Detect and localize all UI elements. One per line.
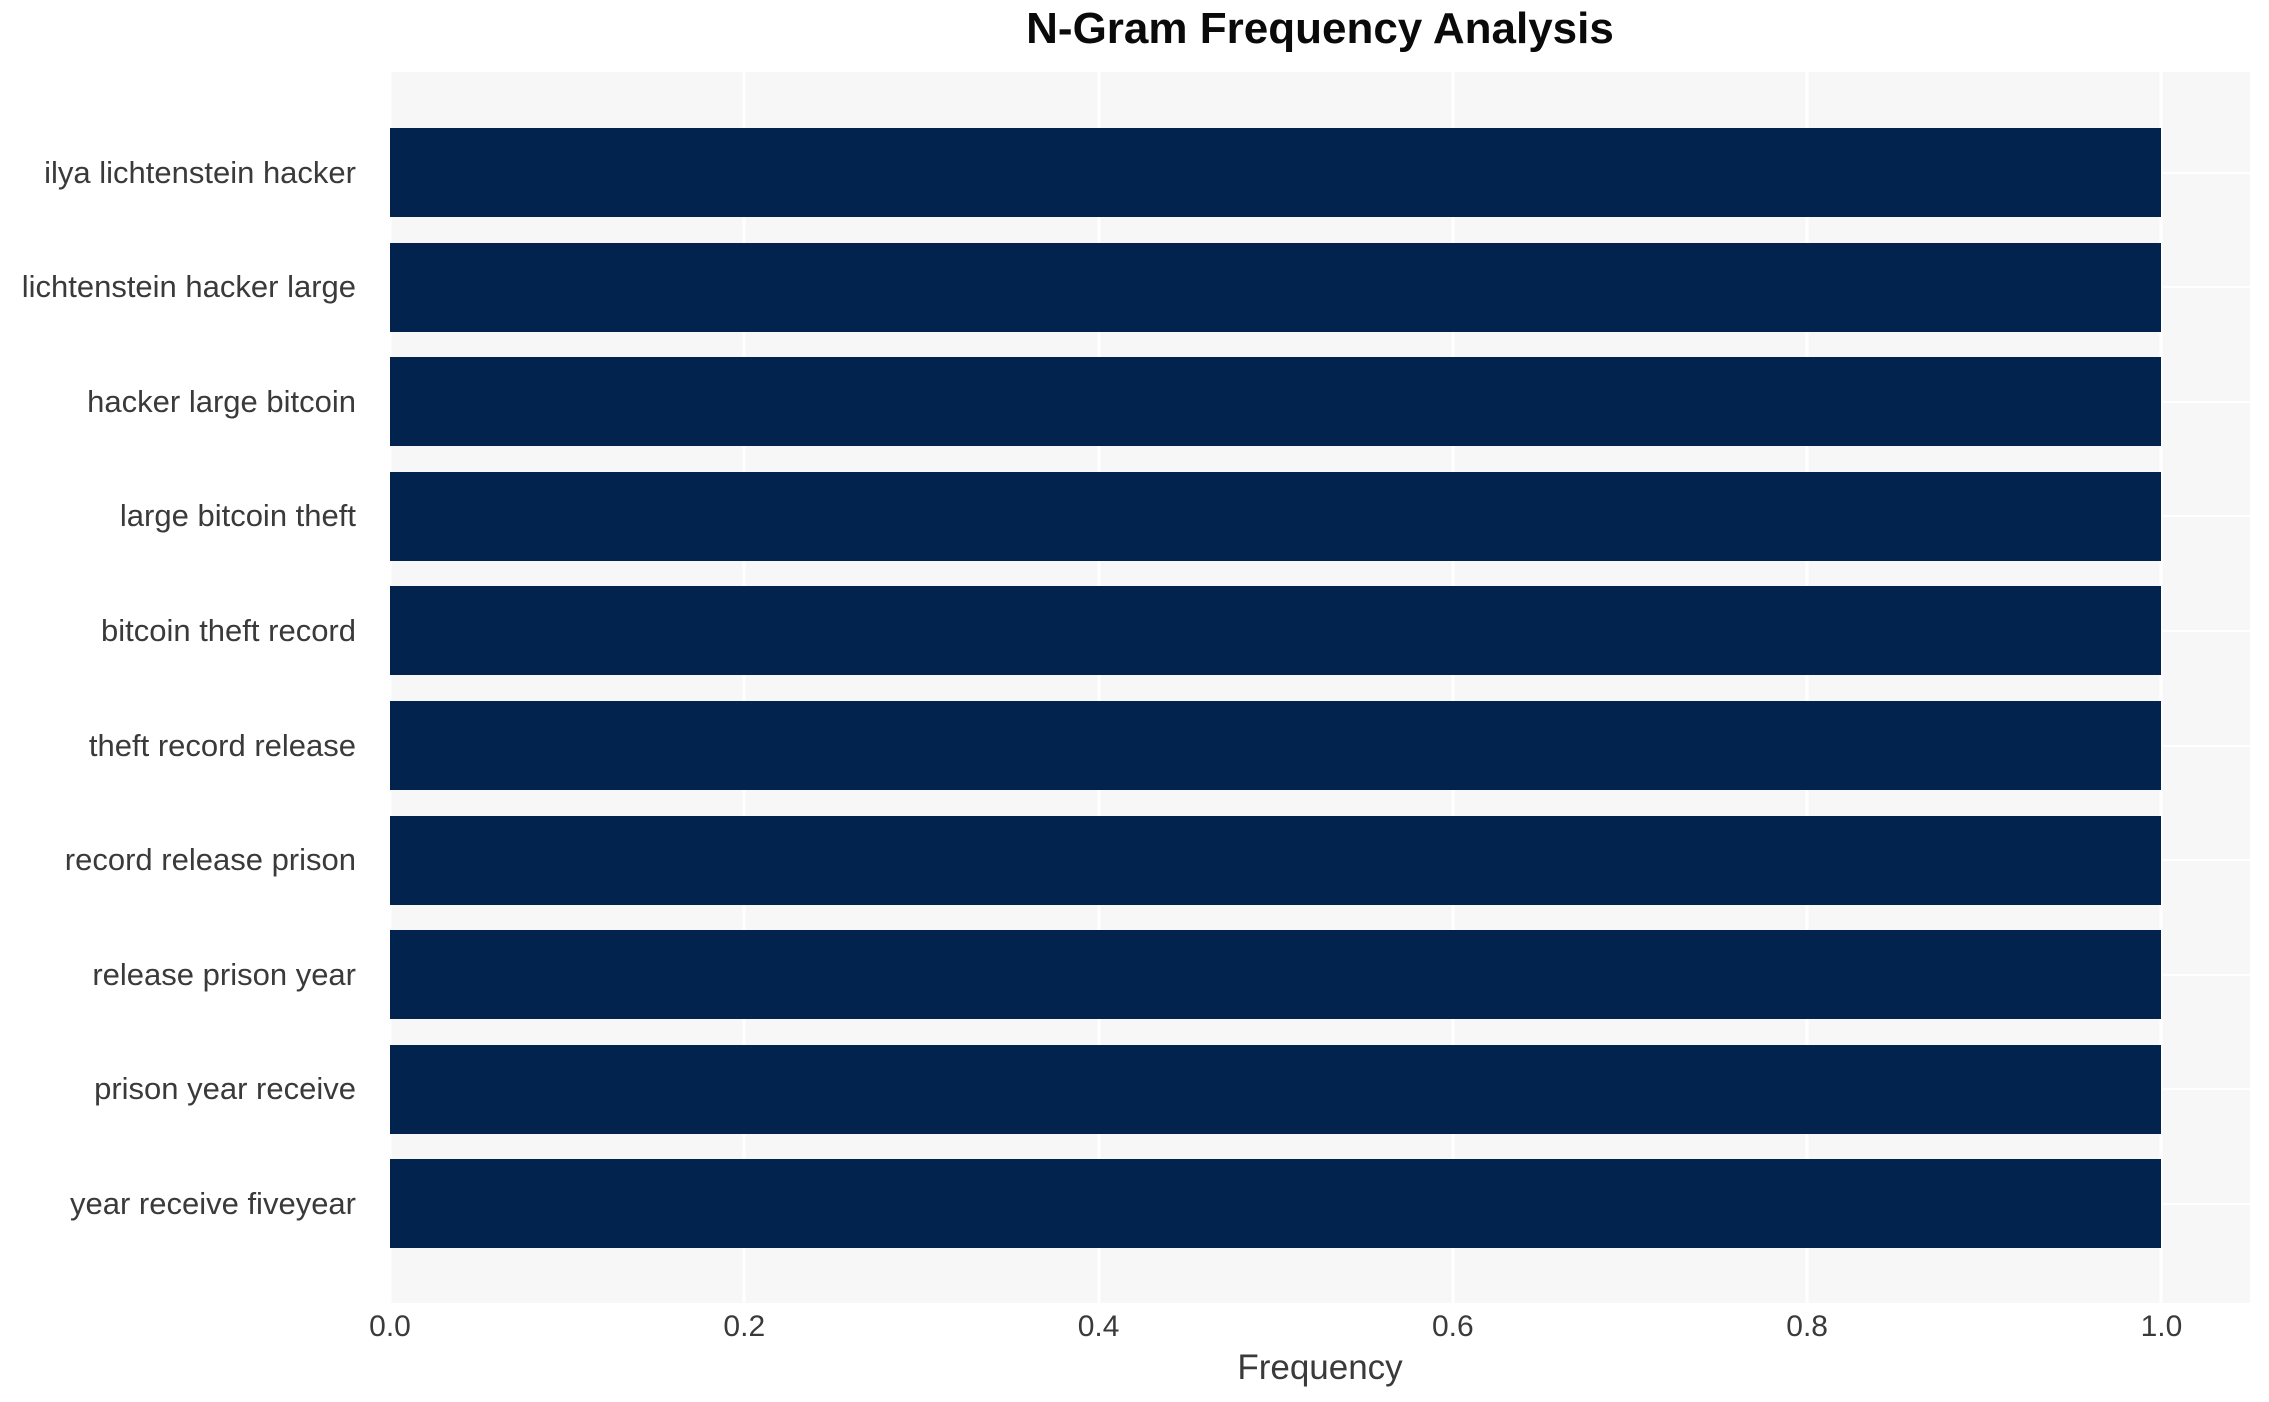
x-axis-ticks: 0.0 0.2 0.4 0.6 0.8 1.0 — [369, 1303, 2250, 1345]
bar — [390, 242, 2162, 332]
y-tick-label: record release prison — [64, 842, 356, 878]
v-gridline — [742, 72, 746, 1303]
bar — [390, 357, 2162, 447]
y-tick-label: hacker large bitcoin — [87, 383, 356, 419]
bar — [390, 471, 2162, 561]
bar — [390, 586, 2162, 676]
x-tick-label: 0.6 — [1431, 1310, 1474, 1343]
y-tick-label: release prison year — [92, 956, 356, 992]
x-axis-title: Frequency — [1237, 1348, 1403, 1387]
y-tick-label: bitcoin theft record — [100, 612, 356, 648]
bar — [390, 815, 2162, 905]
x-tick-label: 0.4 — [1077, 1310, 1120, 1343]
bar — [390, 930, 2162, 1020]
chart-title: N-Gram Frequency Analysis — [1026, 4, 1614, 53]
bar — [390, 1044, 2162, 1134]
x-tick-label: 0.0 — [369, 1310, 411, 1343]
plot-area — [388, 72, 2250, 1303]
y-tick-label: prison year receive — [94, 1071, 356, 1107]
y-tick-label: large bitcoin theft — [119, 498, 356, 534]
x-tick-label: 0.8 — [1786, 1310, 1828, 1343]
y-tick-label: theft record release — [88, 727, 356, 763]
v-gridline — [1805, 72, 1809, 1303]
y-tick-label: lichtenstein hacker large — [21, 269, 356, 305]
bar — [390, 128, 2162, 217]
x-tick-label: 1.0 — [2140, 1310, 2183, 1343]
bar — [390, 701, 2162, 790]
v-gridline — [388, 72, 392, 1303]
y-tick-label: year receive fiveyear — [69, 1185, 356, 1221]
x-tick-label: 0.2 — [723, 1310, 766, 1343]
y-tick-label: ilya lichtenstein hacker — [44, 154, 356, 190]
v-gridline — [1097, 72, 1101, 1303]
y-axis-labels: ilya lichtenstein hacker lichtenstein hac… — [0, 72, 372, 1303]
v-gridline — [1451, 72, 1455, 1303]
v-gridline — [2159, 72, 2163, 1303]
bar — [390, 1159, 2162, 1249]
